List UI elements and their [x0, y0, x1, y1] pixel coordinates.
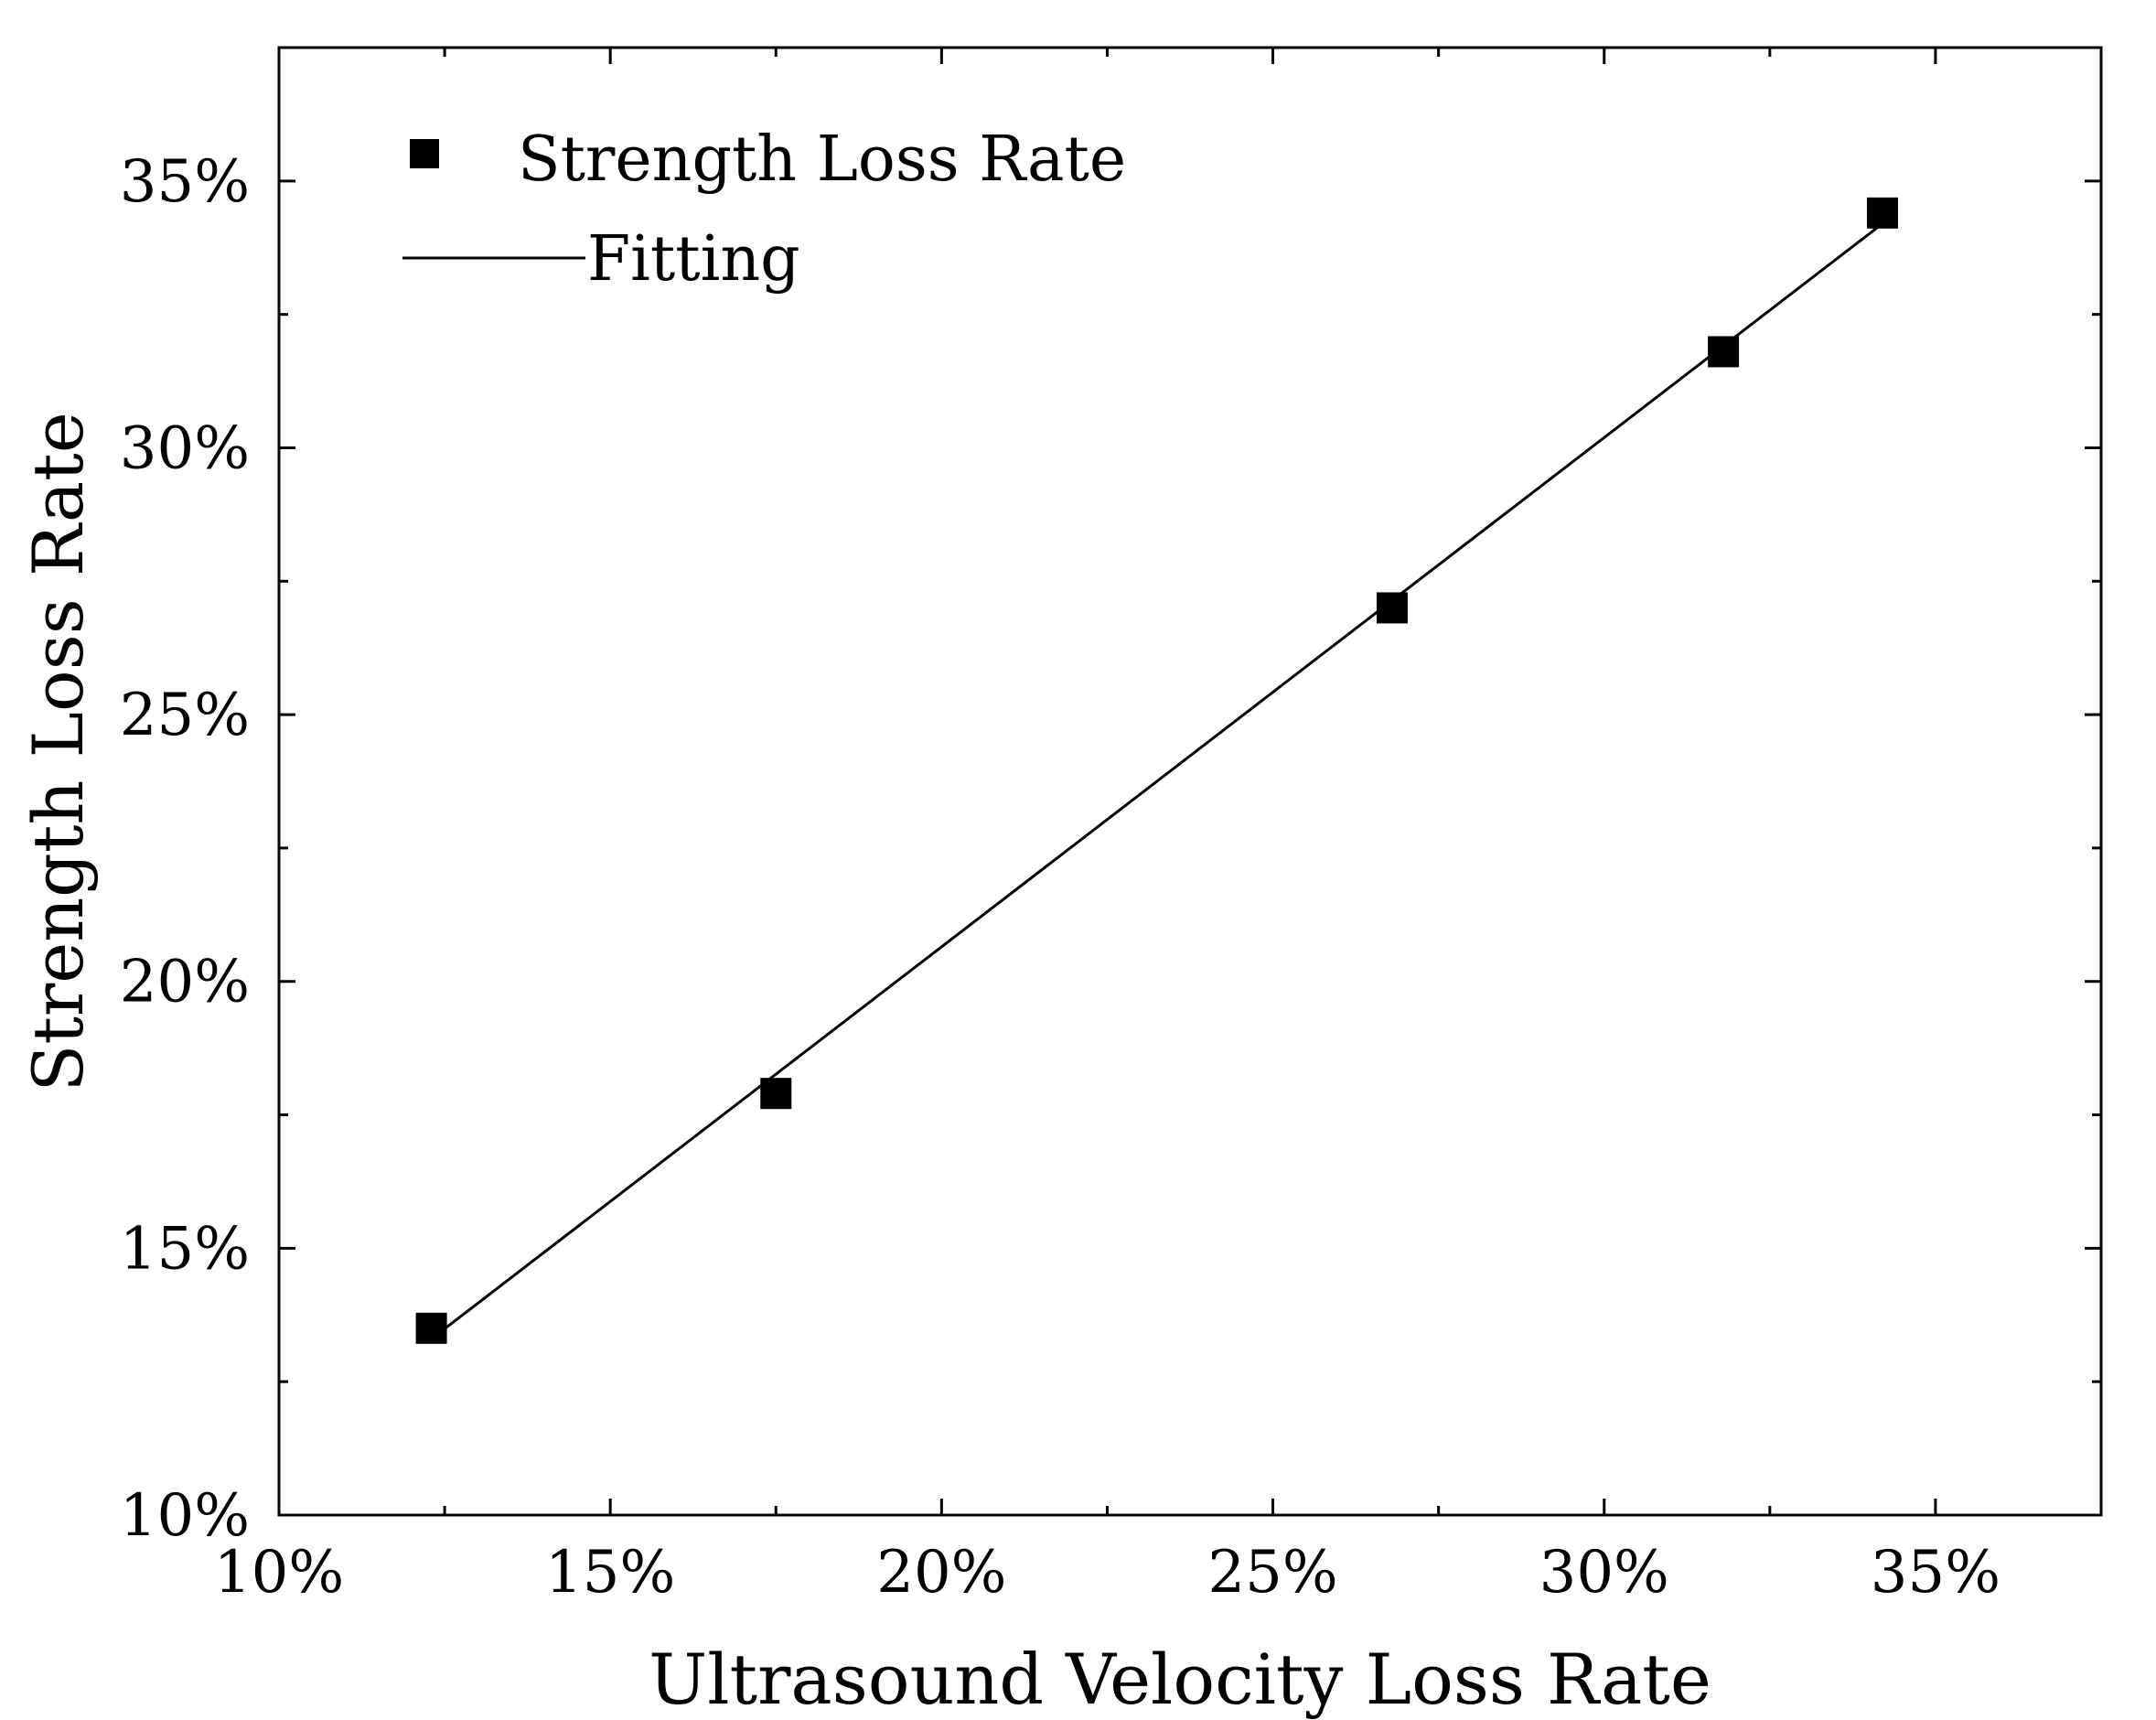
plot-frame	[277, 46, 2103, 1517]
x-tick-label: 25%	[1207, 1539, 1337, 1607]
y-tick-label: 10%	[120, 1482, 250, 1550]
fit-line	[430, 222, 1883, 1340]
data-points	[415, 197, 1898, 1344]
x-tick-label: 35%	[1871, 1539, 2000, 1607]
x-tick-label: 10%	[214, 1539, 344, 1607]
x-tick-label: 30%	[1539, 1539, 1669, 1607]
axes-frame	[277, 46, 2103, 1517]
data-point	[1866, 197, 1898, 229]
tick-labels: 10% 15% 20% 25% 30% 35% 10% 15% 20% 25% 30% 35%	[120, 148, 2000, 1607]
data-point	[415, 1312, 447, 1344]
y-tick-label: 30%	[120, 414, 250, 482]
data-point	[760, 1078, 792, 1110]
y-tick-label: 25%	[120, 682, 250, 749]
y-tick-label: 15%	[120, 1215, 250, 1283]
legend: Strength Loss Rate Fitting	[402, 124, 1126, 296]
data-point	[1708, 336, 1740, 368]
legend-marker-square	[410, 139, 439, 168]
x-tick-label: 15%	[545, 1539, 675, 1607]
fit-line-group	[430, 222, 1883, 1340]
y-axis-title: Strength Loss Rate	[17, 412, 99, 1091]
y-tick-label: 20%	[120, 949, 250, 1016]
axis-ticks	[277, 46, 2103, 1517]
data-point	[1376, 592, 1408, 624]
x-tick-label: 20%	[876, 1539, 1006, 1607]
y-tick-label: 35%	[120, 148, 250, 216]
legend-label-fitting: Fitting	[587, 223, 800, 296]
x-axis-title: Ultrasound Velocity Loss Rate	[649, 1639, 1711, 1720]
legend-label-strength: Strength Loss Rate	[518, 124, 1126, 196]
